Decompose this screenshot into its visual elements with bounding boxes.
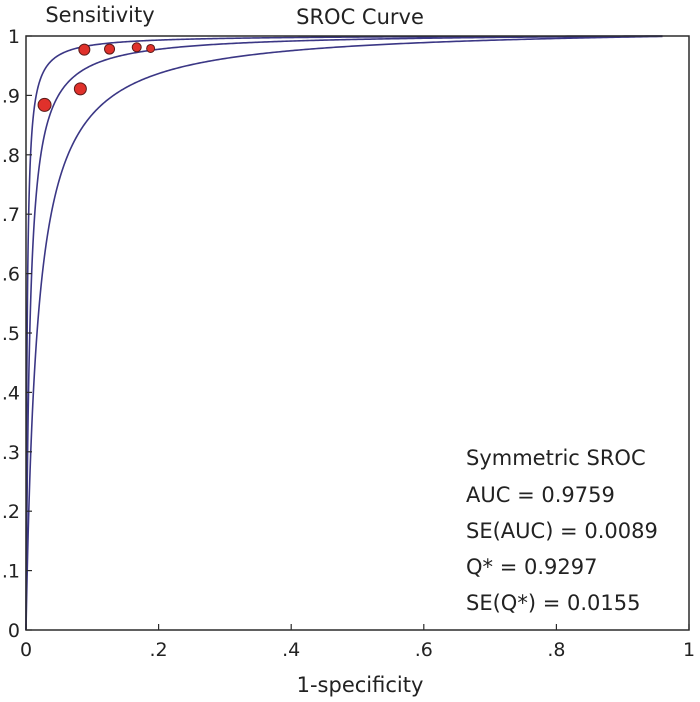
study-point	[37, 97, 52, 112]
x-tick-label: .4	[282, 639, 300, 661]
x-tick-label: .8	[547, 639, 565, 661]
stats-heading: Symmetric SROC	[466, 446, 646, 470]
curve-sroc	[25, 35, 663, 630]
y-tick-label: .7	[2, 204, 20, 226]
stats-annotation: Symmetric SROC AUC = 0.9759 SE(AUC) = 0.…	[466, 446, 658, 615]
y-tick-label: 1	[8, 26, 20, 48]
stats-se-auc: SE(AUC) = 0.0089	[466, 519, 658, 543]
x-axis-label: 1-specificity	[297, 673, 424, 697]
points-layer	[37, 42, 156, 112]
study-point	[78, 43, 91, 56]
y-tick-label: .1	[2, 561, 20, 583]
curve-ci-lower	[25, 35, 663, 630]
study-point	[73, 82, 87, 96]
x-tick-label: .6	[415, 639, 433, 661]
y-tick-label: .9	[2, 85, 20, 107]
y-axis-ticks: 0 .1 .2 .3 .4 .5 .6 .7 .8 .9 1	[2, 26, 32, 642]
x-axis-ticks: 0 .2 .4 .6 .8 1	[20, 624, 695, 661]
y-tick-label: .3	[2, 442, 20, 464]
x-tick-label: 1	[683, 639, 695, 661]
stats-se-q-star: SE(Q*) = 0.0155	[466, 591, 640, 615]
study-point	[146, 43, 156, 53]
y-tick-label: .5	[2, 323, 20, 345]
study-point	[131, 42, 142, 53]
y-tick-label: 0	[8, 620, 20, 642]
y-tick-label: .2	[2, 501, 20, 523]
y-axis-label: Sensitivity	[45, 3, 154, 27]
x-tick-label: .2	[150, 639, 168, 661]
stats-q-star: Q* = 0.9297	[466, 555, 597, 579]
chart-title: SROC Curve	[296, 5, 424, 29]
y-tick-label: .4	[2, 382, 20, 404]
y-tick-label: .6	[2, 264, 20, 286]
x-tick-label: 0	[20, 639, 32, 661]
y-tick-label: .8	[2, 145, 20, 167]
stats-auc: AUC = 0.9759	[466, 483, 615, 507]
study-point	[104, 43, 116, 55]
